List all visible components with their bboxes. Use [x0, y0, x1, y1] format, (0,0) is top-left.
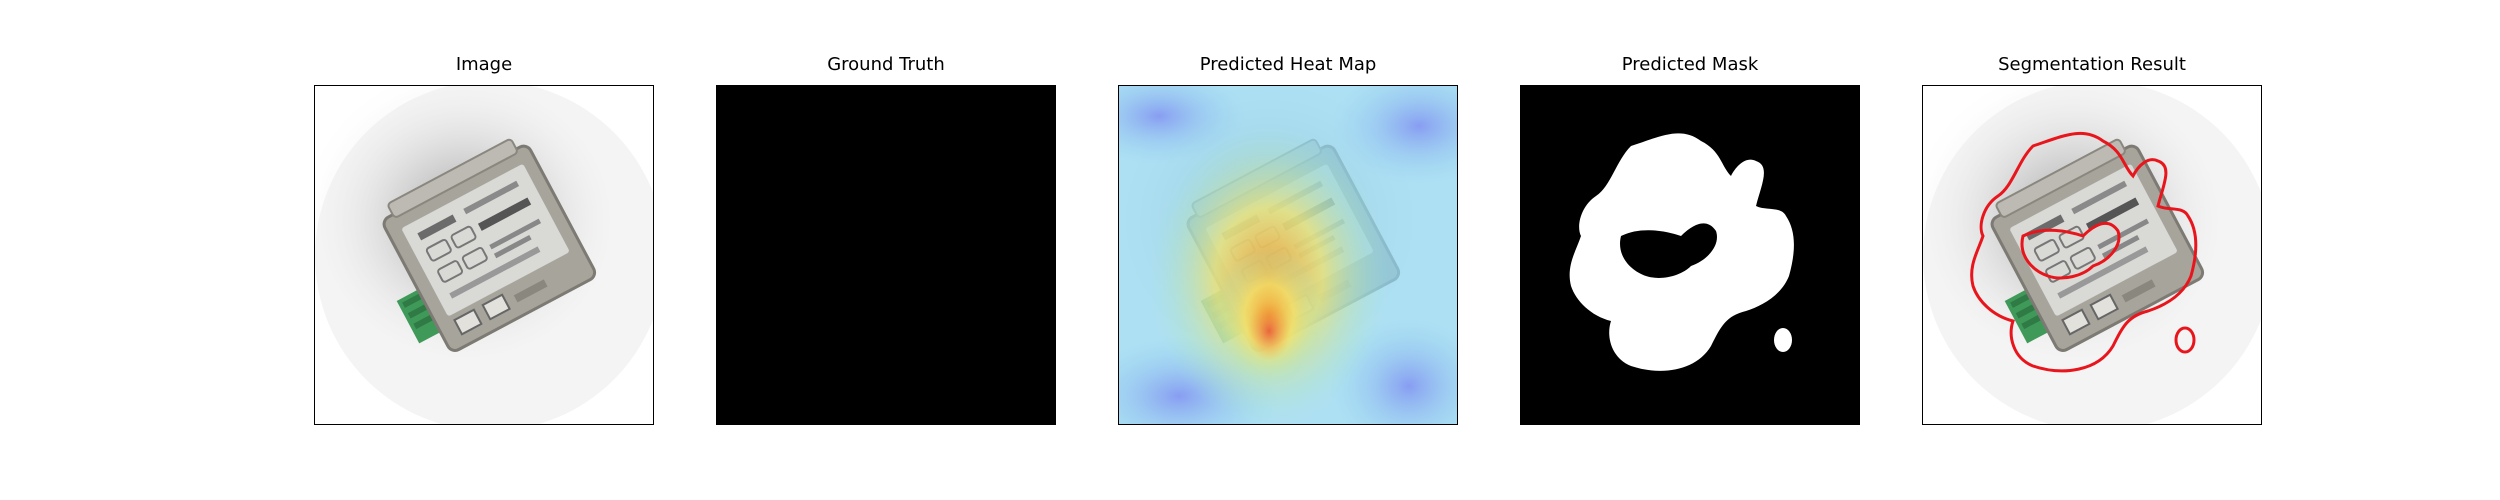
mask-region [1569, 133, 1794, 371]
panel-heat-map: Predicted Heat Map [1118, 55, 1458, 465]
predicted-mask [1521, 86, 1859, 424]
ground-truth-mask [717, 86, 1055, 424]
panel-ground-truth: Ground Truth [716, 55, 1056, 465]
panel-title: Segmentation Result [1998, 54, 2186, 75]
contour-islet [2174, 326, 2196, 354]
panel-title: Predicted Mask [1621, 54, 1759, 75]
panel-predicted-mask: Predicted Mask [1520, 55, 1860, 465]
panel-title: Predicted Heat Map [1199, 54, 1377, 75]
image-frame [314, 85, 654, 425]
heat-map-frame [1118, 85, 1458, 425]
ground-truth-frame [716, 85, 1056, 425]
panel-image: Image [314, 55, 654, 465]
panel-title: Ground Truth [827, 54, 945, 75]
panel-segmentation-result: Segmentation Result [1922, 55, 2262, 465]
predicted-mask-frame [1520, 85, 1860, 425]
panel-title: Image [455, 54, 513, 75]
mask-islet [1774, 328, 1792, 352]
contour-inner [2020, 221, 2121, 280]
input-image [315, 86, 653, 424]
segmentation-overlay [1923, 86, 2261, 424]
contour-outer [1970, 131, 2198, 373]
heat-map-overlay [1119, 86, 1457, 424]
segmentation-frame [1922, 85, 2262, 425]
